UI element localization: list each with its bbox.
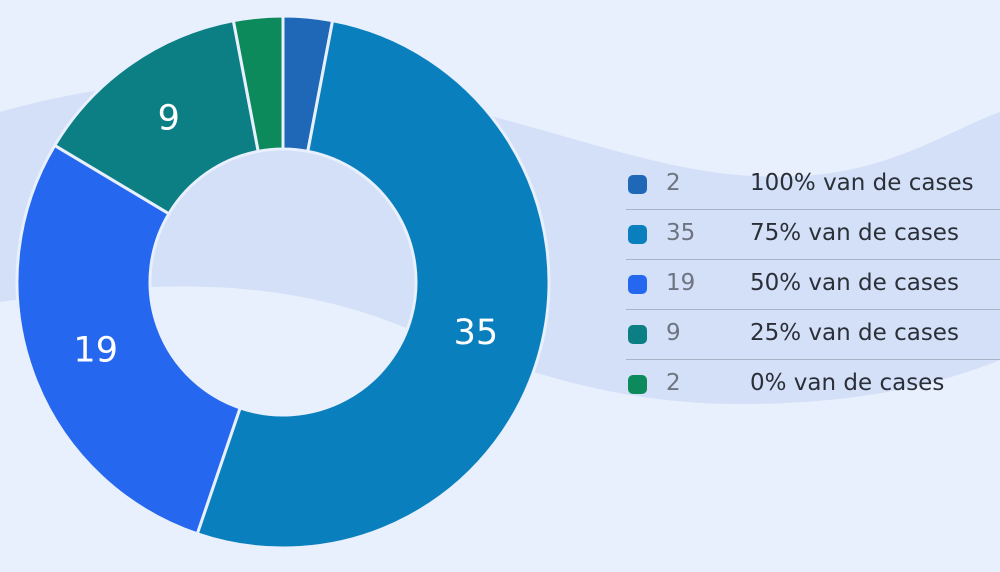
legend-count: 2 <box>666 370 681 396</box>
legend-swatch <box>628 175 647 194</box>
legend: 2 100% van de cases 35 75% van de cases … <box>626 160 1000 409</box>
legend-count: 35 <box>666 220 696 246</box>
legend-label: 0% van de cases <box>750 370 945 396</box>
legend-count: 2 <box>666 170 681 196</box>
donut-slice-labels: 35 19 9 <box>73 98 498 370</box>
slice-value-label: 19 <box>73 331 118 371</box>
legend-item: 19 50% van de cases <box>626 260 1000 310</box>
legend-count: 19 <box>666 270 696 296</box>
legend-label: 50% van de cases <box>750 270 959 296</box>
donut-slices <box>15 14 551 550</box>
donut-slice <box>231 14 285 153</box>
donut-slice <box>53 19 260 216</box>
legend-swatch <box>628 225 647 244</box>
donut-slice <box>15 143 242 536</box>
slice-value-label: 35 <box>454 313 499 353</box>
donut-slice <box>195 19 551 550</box>
legend-swatch <box>628 325 647 344</box>
legend-item: 2 0% van de cases <box>626 360 1000 409</box>
legend-item: 35 75% van de cases <box>626 210 1000 260</box>
legend-swatch <box>628 275 647 294</box>
legend-item: 2 100% van de cases <box>626 160 1000 210</box>
legend-item: 9 25% van de cases <box>626 310 1000 360</box>
legend-swatch <box>628 375 647 394</box>
legend-label: 100% van de cases <box>750 170 974 196</box>
legend-label: 25% van de cases <box>750 320 959 346</box>
slice-value-label: 9 <box>158 98 180 138</box>
legend-label: 75% van de cases <box>750 220 959 246</box>
legend-count: 9 <box>666 320 681 346</box>
